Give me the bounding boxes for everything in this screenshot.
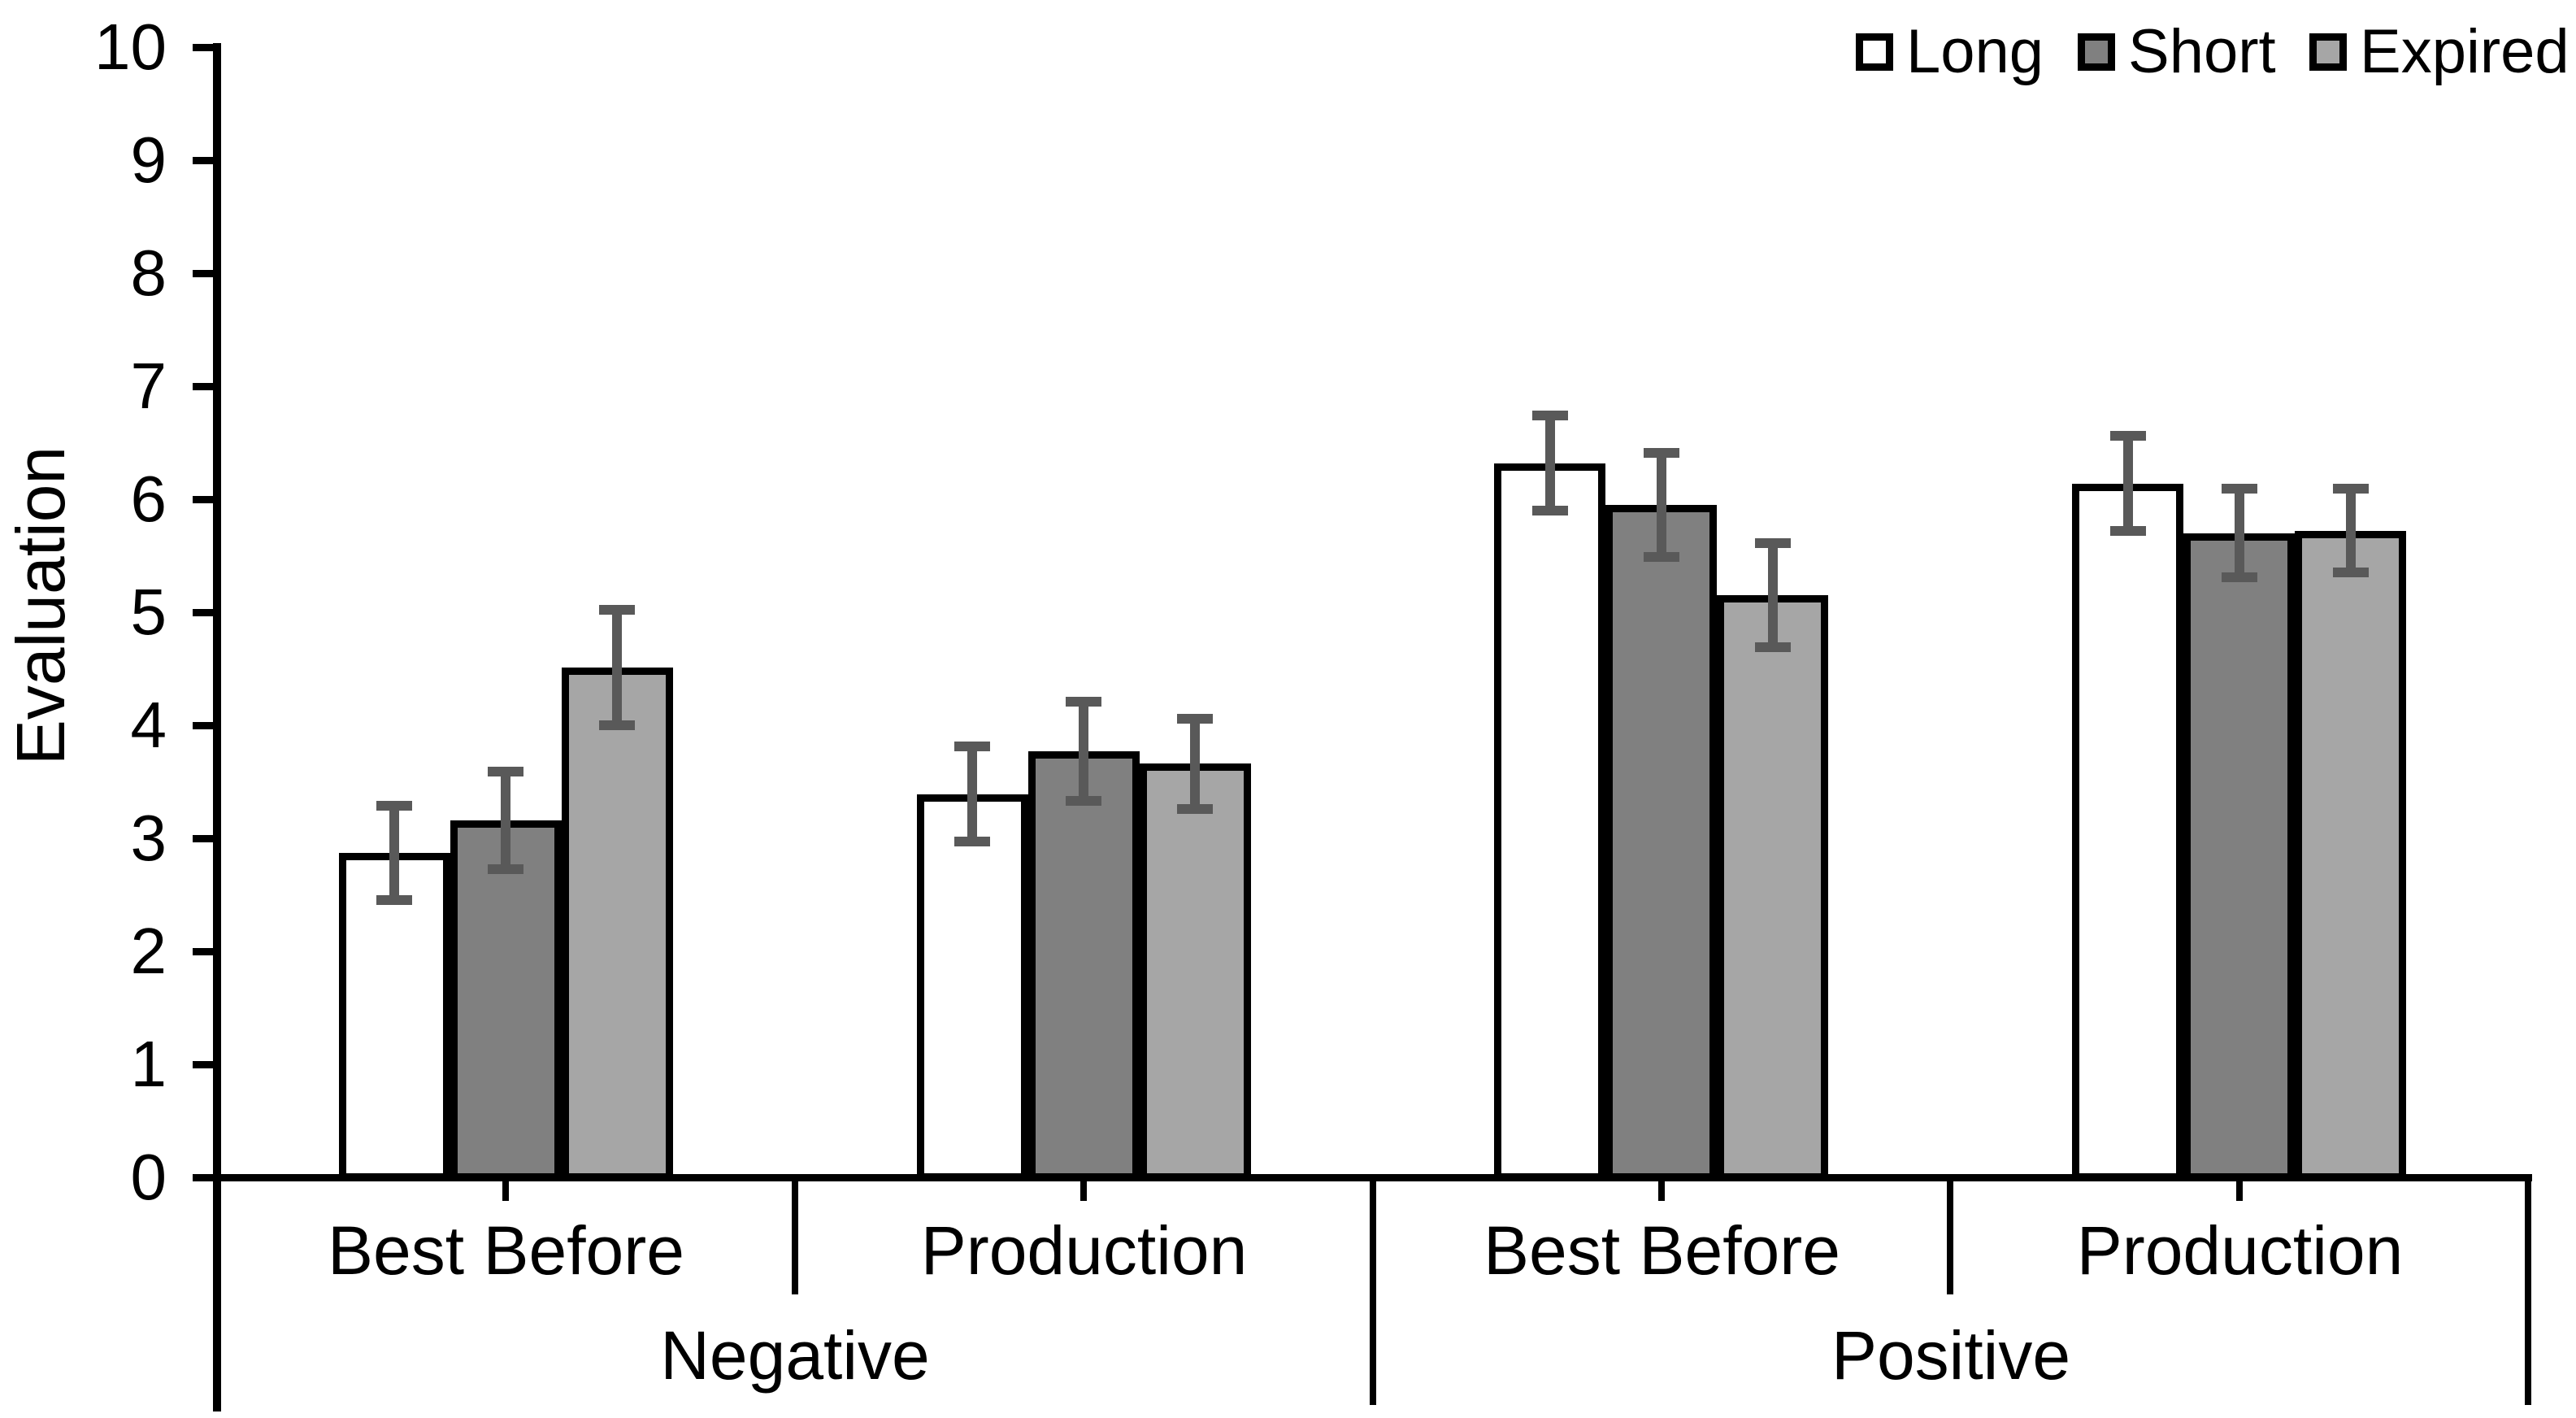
bar-long-group3 bbox=[1494, 463, 1606, 1181]
error-bar-line bbox=[1190, 718, 1201, 809]
category-label-negative-production: Production bbox=[920, 1211, 1248, 1289]
error-bar-cap-top bbox=[2221, 484, 2257, 494]
legend-item-long: Long bbox=[1856, 21, 2044, 83]
legend-label-long: Long bbox=[1906, 17, 2044, 86]
error-bar-line bbox=[501, 771, 511, 869]
error-bar-cap-top bbox=[1754, 538, 1791, 549]
error-bar-cap-bottom bbox=[1643, 551, 1679, 562]
valence-divider bbox=[1369, 1177, 1376, 1405]
category-divider bbox=[1947, 1177, 1954, 1294]
error-bar-line bbox=[2345, 489, 2356, 573]
y-tick-label: 8 bbox=[130, 237, 167, 309]
category-center-tick bbox=[1080, 1177, 1088, 1201]
error-bar-line bbox=[1544, 415, 1555, 511]
y-tick bbox=[193, 947, 213, 955]
bar-long-group4 bbox=[2072, 483, 2184, 1181]
error-bar-cap-bottom bbox=[1177, 803, 1214, 814]
error-bar-cap-bottom bbox=[1066, 796, 1102, 807]
y-tick bbox=[193, 721, 213, 729]
error-bar-cap-top bbox=[1177, 713, 1214, 724]
y-tick bbox=[193, 1060, 213, 1068]
y-tick-label: 5 bbox=[130, 576, 167, 648]
y-axis-line bbox=[213, 43, 221, 1411]
y-tick bbox=[193, 834, 213, 842]
bar-long-group2 bbox=[916, 794, 1028, 1181]
bar-short-group4 bbox=[2183, 533, 2296, 1181]
bar-short-group1 bbox=[450, 820, 562, 1181]
y-tick-label: 10 bbox=[94, 11, 167, 83]
error-bar-cap-top bbox=[2332, 484, 2369, 494]
error-bar-cap-bottom bbox=[2109, 525, 2146, 536]
error-bar-line bbox=[1656, 453, 1666, 557]
category-center-tick bbox=[2235, 1177, 2243, 1201]
y-tick-label: 4 bbox=[130, 689, 167, 761]
error-bar-cap-top bbox=[2109, 431, 2146, 441]
category-label-positive-production: Production bbox=[2076, 1211, 2404, 1289]
legend-label-expired: Expired bbox=[2360, 17, 2569, 86]
bar-expired-group2 bbox=[1139, 763, 1251, 1181]
category-divider bbox=[791, 1177, 798, 1294]
bar-short-group3 bbox=[1605, 504, 1718, 1181]
y-tick bbox=[193, 156, 213, 164]
error-bar-cap-top bbox=[376, 800, 413, 811]
error-bar-line bbox=[2122, 436, 2133, 531]
error-bar-cap-bottom bbox=[2332, 568, 2369, 578]
category-label-negative: Negative bbox=[660, 1317, 930, 1394]
legend-label-short: Short bbox=[2128, 17, 2276, 86]
bar-short-group2 bbox=[1027, 750, 1140, 1181]
bar-expired-group1 bbox=[561, 668, 673, 1181]
legend-item-expired: Expired bbox=[2309, 21, 2569, 83]
y-tick-label: 9 bbox=[130, 124, 167, 196]
error-bar-cap-bottom bbox=[1531, 505, 1568, 515]
error-bar-cap-bottom bbox=[1754, 642, 1791, 653]
legend-swatch-expired bbox=[2309, 33, 2347, 71]
error-bar-line bbox=[1079, 701, 1089, 802]
legend-swatch-short bbox=[2078, 33, 2115, 71]
error-bar-line bbox=[612, 610, 623, 725]
error-bar-cap-bottom bbox=[599, 720, 636, 730]
y-tick bbox=[193, 608, 213, 616]
category-center-tick bbox=[1657, 1177, 1665, 1201]
legend-swatch-long bbox=[1856, 33, 1893, 71]
category-label-positive-best-before: Best Before bbox=[1483, 1211, 1840, 1289]
error-bar-cap-bottom bbox=[488, 863, 524, 874]
y-tick bbox=[193, 1173, 213, 1181]
y-tick-label: 7 bbox=[130, 350, 167, 422]
error-bar-cap-top bbox=[599, 605, 636, 615]
category-center-tick bbox=[502, 1177, 510, 1201]
y-tick-label: 2 bbox=[130, 915, 167, 987]
legend-item-short: Short bbox=[2078, 21, 2276, 83]
y-tick-label: 3 bbox=[130, 802, 167, 874]
error-bar-cap-top bbox=[1531, 411, 1568, 421]
error-bar-line bbox=[1767, 543, 1778, 648]
y-tick-label: 6 bbox=[130, 463, 167, 535]
y-tick bbox=[193, 269, 213, 277]
bar-long-group1 bbox=[338, 853, 450, 1181]
error-bar-cap-top bbox=[488, 766, 524, 776]
y-tick bbox=[193, 43, 213, 51]
y-tick bbox=[193, 495, 213, 503]
category-label-negative-best-before: Best Before bbox=[328, 1211, 684, 1289]
bar-expired-group4 bbox=[2295, 530, 2407, 1181]
error-bar-line bbox=[967, 746, 978, 842]
y-tick bbox=[193, 382, 213, 390]
y-tick-label: 0 bbox=[130, 1141, 167, 1213]
error-bar-cap-top bbox=[1643, 448, 1679, 458]
error-bar-line bbox=[389, 805, 400, 901]
error-bar-cap-bottom bbox=[954, 837, 991, 847]
error-bar-cap-top bbox=[1066, 696, 1102, 707]
plot-right-boundary bbox=[2525, 1177, 2531, 1405]
bar-expired-group3 bbox=[1717, 595, 1829, 1181]
y-tick-label: 1 bbox=[130, 1028, 167, 1100]
error-bar-cap-bottom bbox=[376, 895, 413, 906]
error-bar-cap-top bbox=[954, 742, 991, 752]
category-label-positive: Positive bbox=[1831, 1317, 2071, 1394]
error-bar-cap-bottom bbox=[2221, 572, 2257, 582]
error-bar-line bbox=[2234, 489, 2244, 577]
